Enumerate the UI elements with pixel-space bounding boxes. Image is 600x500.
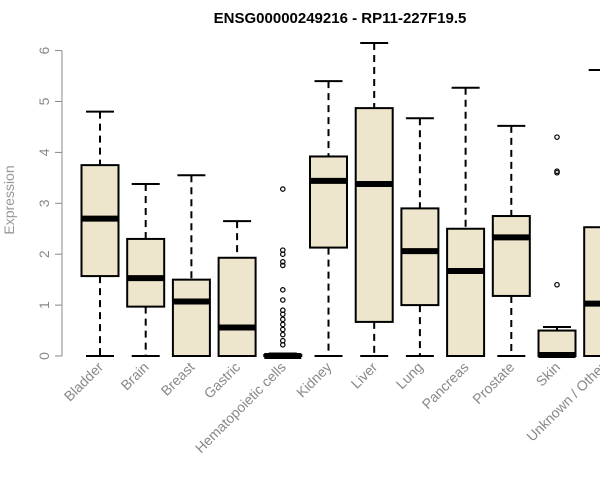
outlier-point	[279, 331, 286, 338]
x-tick-label: Skin	[533, 359, 564, 390]
y-axis-label: Expression	[1, 165, 17, 234]
outlier-point	[279, 307, 286, 313]
y-tick-label: 2	[36, 250, 52, 258]
x-tick-label: Pancreas	[419, 359, 472, 412]
boxes-layer	[80, 41, 600, 359]
box-hematopoietic-cells	[263, 186, 303, 359]
x-tick-label: Kidney	[293, 359, 335, 401]
y-tick-label: 4	[36, 148, 52, 156]
x-tick-label: Brain	[117, 359, 151, 393]
box-iqr	[446, 227, 486, 357]
box-pancreas	[446, 86, 486, 357]
x-tick-label: Prostate	[469, 359, 517, 407]
outlier-point	[279, 247, 286, 253]
box-prostate	[491, 124, 531, 357]
box-iqr	[171, 278, 211, 357]
box-gastric	[217, 220, 257, 357]
y-tick-label: 1	[36, 301, 52, 309]
x-tick-label: Lung	[393, 359, 426, 392]
x-tick-label: Breast	[158, 359, 198, 399]
box-iqr	[537, 329, 577, 357]
x-tick-label: Hematopoietic cells	[192, 359, 289, 456]
outlier-point	[279, 326, 286, 333]
box-liver	[354, 41, 394, 357]
outlier-point	[554, 281, 560, 288]
outlier-point	[279, 316, 286, 323]
y-axis: 0 1 2 3 4 5 6	[36, 46, 63, 360]
outlier-point	[279, 321, 286, 328]
outlier-point	[554, 168, 560, 175]
outlier-point	[279, 262, 286, 269]
box-bladder	[80, 110, 120, 357]
y-tick-label: 6	[36, 46, 52, 54]
y-tick-label: 5	[36, 97, 52, 105]
box-iqr	[309, 155, 348, 249]
box-iqr	[491, 215, 531, 297]
box-lung	[400, 117, 440, 357]
box-skin	[537, 134, 577, 358]
box-iqr	[217, 256, 257, 357]
box-brain	[126, 182, 166, 357]
outlier-point	[279, 337, 286, 344]
box-unknown-other	[583, 68, 600, 357]
box-iqr	[354, 107, 394, 323]
box-iqr	[583, 226, 600, 357]
box-iqr	[126, 237, 166, 308]
outlier-point	[279, 297, 286, 303]
outlier-point	[279, 186, 286, 192]
box-breast	[171, 174, 211, 357]
outlier-point	[554, 134, 560, 140]
y-tick-label: 3	[36, 199, 52, 207]
outlier-point	[279, 259, 286, 265]
x-tick-label: Bladder	[61, 359, 107, 405]
box-iqr	[400, 207, 440, 307]
y-tick-label: 0	[36, 352, 52, 360]
chart-title: ENSG00000249216 - RP11-227F19.5	[214, 10, 467, 27]
x-tick-label: Liver	[348, 359, 381, 392]
box-kidney	[309, 80, 348, 357]
outlier-point	[279, 287, 286, 293]
x-tick-label: Gastric	[201, 359, 244, 402]
